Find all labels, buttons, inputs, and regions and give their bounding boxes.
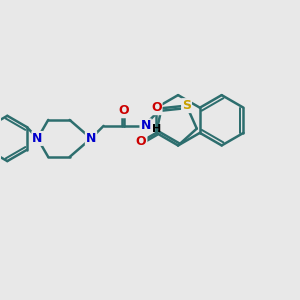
Text: O: O <box>151 101 162 114</box>
Text: S: S <box>182 99 191 112</box>
Text: O: O <box>118 104 129 117</box>
Text: O: O <box>136 135 146 148</box>
Text: N: N <box>32 132 43 145</box>
Text: H: H <box>152 124 161 134</box>
Text: N: N <box>86 132 96 145</box>
Text: N: N <box>140 119 151 132</box>
